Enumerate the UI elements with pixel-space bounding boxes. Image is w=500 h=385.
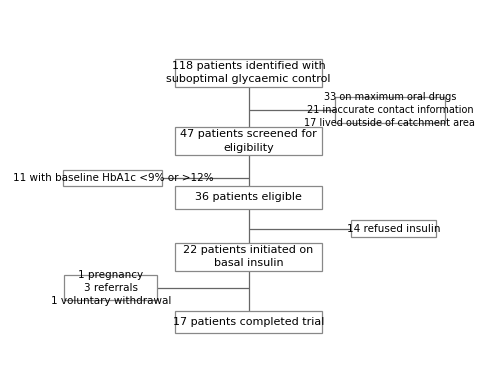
Text: 47 patients screened for
eligibility: 47 patients screened for eligibility: [180, 129, 317, 153]
FancyBboxPatch shape: [175, 59, 322, 87]
FancyBboxPatch shape: [175, 243, 322, 271]
Text: 1 pregnancy
3 referrals
1 voluntary withdrawal: 1 pregnancy 3 referrals 1 voluntary with…: [51, 270, 171, 306]
Text: 14 refused insulin: 14 refused insulin: [347, 224, 440, 234]
FancyBboxPatch shape: [351, 220, 436, 237]
Text: 17 patients completed trial: 17 patients completed trial: [173, 317, 324, 327]
Text: 22 patients initiated on
basal insulin: 22 patients initiated on basal insulin: [184, 245, 314, 268]
FancyBboxPatch shape: [64, 275, 158, 300]
FancyBboxPatch shape: [64, 170, 162, 186]
Text: 33 on maximum oral drugs
21 inaccurate contact information
17 lived outside of c: 33 on maximum oral drugs 21 inaccurate c…: [304, 92, 476, 128]
FancyBboxPatch shape: [175, 311, 322, 333]
FancyBboxPatch shape: [175, 186, 322, 209]
Text: 36 patients eligible: 36 patients eligible: [195, 192, 302, 203]
FancyBboxPatch shape: [175, 127, 322, 155]
FancyBboxPatch shape: [334, 97, 445, 122]
Text: 118 patients identified with
suboptimal glycaemic control: 118 patients identified with suboptimal …: [166, 61, 331, 84]
Text: 11 with baseline HbA1c <9% or >12%: 11 with baseline HbA1c <9% or >12%: [12, 173, 213, 183]
